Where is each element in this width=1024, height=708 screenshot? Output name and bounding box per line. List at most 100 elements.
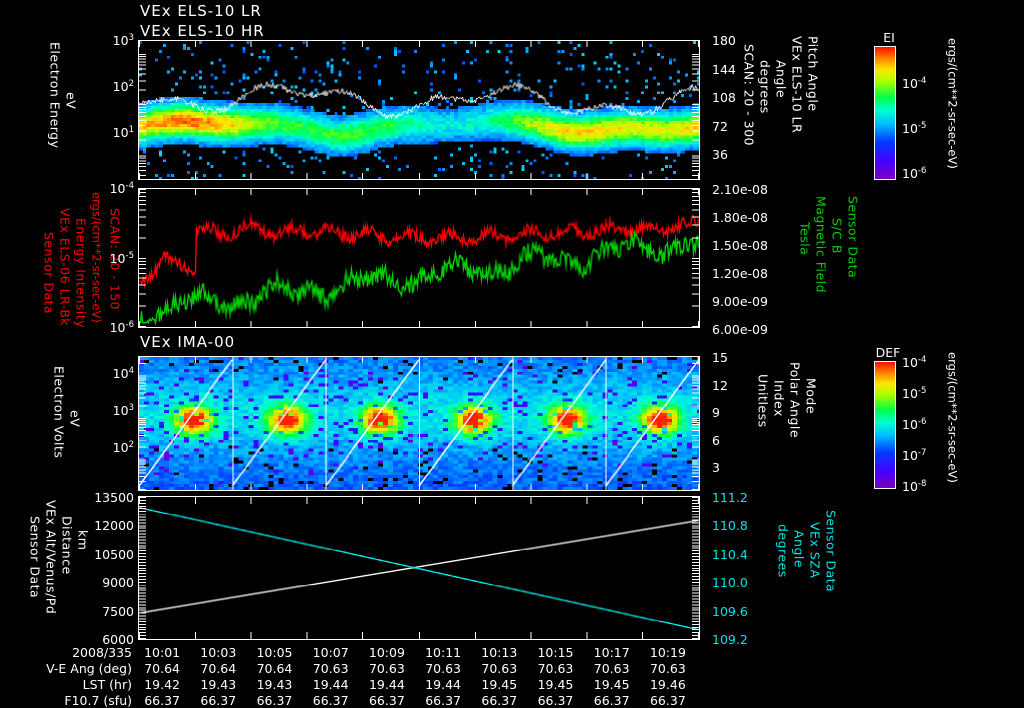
panel3-ytick-r-1: 12 bbox=[712, 378, 728, 393]
bottom-ve-ang-5: 70.63 bbox=[425, 661, 461, 676]
panel3-ylabel-1: Electron Volts bbox=[51, 366, 67, 459]
panel4-ytick-0: 13500 bbox=[94, 490, 134, 505]
panel2-llabel-5: SCAN: 20 - 150 bbox=[107, 208, 123, 310]
panel2-ytick-r-0: 2.10e-08 bbox=[712, 182, 768, 197]
colorbar-ei-tick-1: 10-5 bbox=[902, 121, 927, 137]
panel3-title: VEx IMA-00 bbox=[140, 333, 236, 351]
bottom-ve-ang-6: 70.63 bbox=[481, 661, 518, 676]
panel4-rlabel-3: Angle bbox=[791, 530, 807, 569]
bottom-lst-3: 19.44 bbox=[312, 677, 349, 692]
bottom-f107-4: 66.37 bbox=[368, 693, 405, 708]
bottom-time-5: 10:11 bbox=[425, 645, 462, 660]
bottom-f107-3: 66.37 bbox=[312, 693, 349, 708]
panel3-rlabel-3: Index bbox=[771, 380, 787, 417]
bottom-date-label: 2008/335 bbox=[72, 645, 132, 660]
bottom-ve-ang-9: 70.63 bbox=[649, 661, 686, 676]
panel2-ytick-r-5: 6.00e-09 bbox=[712, 322, 768, 337]
colorbar-def-tick-3: 10-7 bbox=[902, 448, 927, 464]
bottom-lst-2: 19.43 bbox=[256, 677, 293, 692]
panel1-ytick-r-1: 144 bbox=[712, 62, 736, 77]
panel4-ytick-r-0: 111.2 bbox=[712, 490, 748, 505]
panel4-llabel-2: VEx Alt/Venus/Pd bbox=[43, 500, 59, 615]
panel3-ytick-1: 103 bbox=[112, 403, 134, 419]
bottom-time-1: 10:03 bbox=[200, 645, 237, 660]
bottom-f107-1: 66.37 bbox=[200, 693, 237, 708]
bottom-lst-0: 19.42 bbox=[144, 677, 180, 692]
bottom-lst-5: 19.44 bbox=[425, 677, 461, 692]
panel2-llabel-1: Sensor Data bbox=[41, 232, 57, 315]
panel1-ytick-1: 102 bbox=[112, 79, 134, 95]
panel1-title-line1: VEx ELS-10 LR bbox=[140, 2, 262, 20]
colorbar-def-tick-0: 10-4 bbox=[902, 355, 927, 371]
panel1-plot-area[interactable] bbox=[138, 40, 700, 180]
bottom-lst-7: 19.45 bbox=[537, 677, 574, 692]
panel1-rlabel-1: Pitch Angle bbox=[805, 36, 821, 112]
bottom-lst-8: 19.45 bbox=[593, 677, 630, 692]
bottom-lst-4: 19.44 bbox=[368, 677, 405, 692]
panel4-ytick-r-3: 110.0 bbox=[712, 575, 748, 590]
bottom-time-3: 10:07 bbox=[312, 645, 349, 660]
panel4-ytick-r-5: 109.2 bbox=[712, 632, 748, 647]
bottom-time-0: 10:01 bbox=[144, 645, 181, 660]
panel2-ytick-r-3: 1.20e-08 bbox=[712, 266, 768, 281]
bottom-row-label-0: V-E Ang (deg) bbox=[46, 661, 132, 676]
bottom-f107-6: 66.37 bbox=[481, 693, 518, 708]
bottom-f107-7: 66.37 bbox=[537, 693, 574, 708]
panel4-plot-area[interactable] bbox=[138, 496, 700, 640]
bottom-ve-ang-2: 70.64 bbox=[256, 661, 293, 676]
bottom-f107-8: 66.37 bbox=[593, 693, 630, 708]
panel3-rlabel-1: Mode bbox=[803, 378, 819, 415]
panel1-rlabel-5: SCAN: 20 - 300 bbox=[741, 44, 757, 146]
panel1-ylabel-2: eV bbox=[63, 92, 79, 110]
colorbar-def-tick-1: 10-5 bbox=[902, 386, 927, 402]
panel4-ytick-3: 9000 bbox=[102, 575, 134, 590]
colorbar-ei-tick-2: 10-6 bbox=[902, 166, 927, 182]
panel1-ytick-r-3: 72 bbox=[712, 119, 728, 134]
colorbar-ei-units: ergs/(cm**2-sr-sec-eV) bbox=[945, 38, 960, 169]
panel3-rlabel-2: Polar Angle bbox=[787, 362, 803, 439]
panel3-rlabel-4: Unitless bbox=[755, 374, 771, 428]
panel3-ytick-2: 102 bbox=[112, 440, 134, 456]
colorbar-ei bbox=[874, 46, 896, 180]
panel2-ytick-r-4: 9.00e-09 bbox=[712, 294, 768, 309]
panel2-rlabel-3: Magnetic Field bbox=[813, 196, 829, 294]
panel4-ytick-2: 10500 bbox=[94, 547, 134, 562]
panel2-ytick-1: 10-5 bbox=[109, 251, 134, 267]
panel2-rlabel-2: S/C B bbox=[829, 218, 845, 254]
bottom-lst-1: 19.43 bbox=[200, 677, 237, 692]
panel3-ytick-r-4: 3 bbox=[712, 460, 720, 475]
panel2-ytick-r-1: 1.80e-08 bbox=[712, 210, 768, 225]
panel4-rlabel-2: VEx SZA bbox=[807, 522, 823, 579]
panel1-title-line2: VEx ELS-10 HR bbox=[140, 22, 265, 40]
bottom-f107-0: 66.37 bbox=[144, 693, 180, 708]
panel1-ytick-r-4: 36 bbox=[712, 147, 728, 162]
panel2-rlabel-1: Sensor Data bbox=[845, 196, 861, 279]
panel3-ytick-r-3: 6 bbox=[712, 433, 720, 448]
colorbar-def-title: DEF bbox=[875, 345, 901, 360]
bottom-ve-ang-0: 70.64 bbox=[144, 661, 180, 676]
panel4-rlabel-4: degrees bbox=[775, 524, 791, 578]
panel2-plot-area[interactable] bbox=[138, 188, 700, 328]
panel1-ylabel-1: Electron Energy bbox=[47, 42, 63, 149]
bottom-time-2: 10:05 bbox=[256, 645, 293, 660]
panel2-llabel-4: ergs/(cm**2-sr-sec-eV) bbox=[89, 192, 104, 323]
panel2-ytick-0: 10-4 bbox=[109, 181, 134, 197]
panel2-ytick-2: 10-6 bbox=[109, 320, 134, 336]
panel3-ytick-r-2: 9 bbox=[712, 405, 720, 420]
bottom-time-9: 10:19 bbox=[649, 645, 686, 660]
panel4-ytick-4: 7500 bbox=[102, 604, 134, 619]
colorbar-def-units: ergs/(cm**2-sr-sec-eV) bbox=[945, 352, 960, 483]
colorbar-def-tick-2: 10-6 bbox=[902, 417, 927, 433]
bottom-ve-ang-1: 70.64 bbox=[200, 661, 237, 676]
bottom-ve-ang-4: 70.63 bbox=[368, 661, 405, 676]
bottom-row-label-1: LST (hr) bbox=[82, 677, 132, 692]
panel2-llabel-3: Energy Intensity bbox=[73, 218, 89, 329]
bottom-time-4: 10:09 bbox=[368, 645, 405, 660]
panel1-ytick-r-2: 108 bbox=[712, 90, 736, 105]
panel3-ytick-r-0: 15 bbox=[712, 350, 728, 365]
panel3-plot-area[interactable] bbox=[138, 356, 700, 491]
colorbar-def-tick-4: 10-8 bbox=[902, 479, 927, 495]
bottom-f107-2: 66.37 bbox=[256, 693, 293, 708]
panel1-rlabel-4: degrees bbox=[757, 60, 773, 114]
